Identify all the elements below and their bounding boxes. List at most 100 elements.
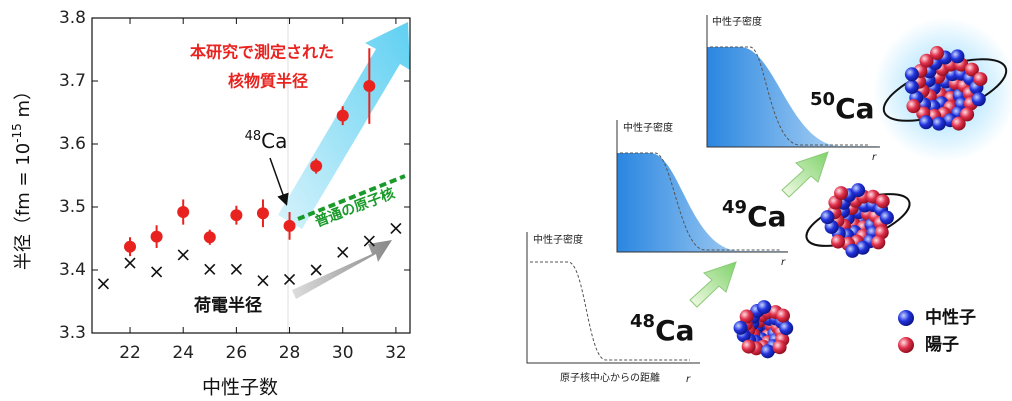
point (150, 230, 163, 243)
element: Ca (835, 92, 874, 125)
y-label-part: 半径（fm = 10 (13, 143, 34, 270)
x-tick-label: 24 (172, 343, 194, 363)
annotation: 核物質半径 (228, 72, 308, 91)
point (337, 246, 349, 258)
nucleon (919, 53, 934, 68)
nucleon (845, 243, 860, 258)
panel-symbol: r (872, 152, 877, 163)
point (363, 235, 375, 247)
density-area (617, 153, 788, 252)
nucleon (871, 235, 886, 250)
nucleon (820, 210, 835, 225)
nucleon (973, 72, 988, 87)
nucleon (739, 309, 754, 324)
annotation: 荷電半径 (194, 295, 262, 316)
point (124, 240, 137, 253)
nucleon (779, 321, 794, 336)
density-curve (530, 261, 690, 361)
panel-label: 中性子密度 (533, 233, 583, 246)
element: Ca (261, 129, 287, 153)
annotation: 48Ca (245, 129, 288, 153)
nucleon (834, 186, 849, 201)
nucleon (960, 107, 975, 122)
mass-number: 48 (630, 311, 655, 332)
mass-number: 49 (722, 197, 747, 218)
legend-label: 陽子 (925, 335, 959, 355)
point (230, 263, 242, 275)
nucleon (879, 210, 894, 225)
nucleon (904, 79, 919, 94)
point (283, 273, 296, 286)
nucleon (775, 308, 790, 323)
nucleon (831, 234, 846, 249)
point (310, 160, 323, 173)
y-axis-label: 半径（fm = 10-15 m） (10, 82, 35, 270)
point (97, 278, 109, 290)
nucleon (760, 344, 775, 359)
x-tick-label: 30 (332, 343, 354, 363)
point (230, 209, 243, 222)
y-label-exp: -15 (10, 123, 24, 143)
step-arrow (689, 261, 737, 308)
legend-label: 中性子 (925, 307, 976, 328)
y-tick-label: 3.6 (59, 134, 86, 154)
step-arrow (781, 151, 829, 198)
point (257, 275, 269, 287)
nucleon (964, 62, 979, 77)
point (177, 206, 190, 219)
y-tick-label: 3.8 (59, 8, 86, 28)
panel-axis (526, 232, 700, 364)
element: Ca (655, 314, 694, 347)
legend-proton (898, 337, 914, 353)
point (310, 264, 322, 276)
normal-trend (297, 174, 406, 221)
nucleon (733, 320, 748, 335)
nucleon (851, 183, 866, 198)
nucleon (931, 116, 946, 131)
trend-arrow (278, 22, 410, 229)
point (177, 249, 189, 261)
x-tick-label: 26 (226, 343, 248, 363)
mass-number: 50 (810, 89, 835, 110)
point (336, 109, 349, 122)
panel-label: 中性子密度 (712, 15, 762, 28)
nucleon (906, 99, 921, 114)
nucleon (930, 46, 945, 61)
annotation: 本研究で測定された (190, 43, 334, 62)
legend-neutron (898, 310, 914, 326)
point (124, 257, 136, 269)
x-tick-label: 32 (385, 343, 407, 363)
panel-symbol: r (781, 257, 786, 268)
isotope-label: 48Ca (630, 311, 695, 347)
point (363, 80, 376, 93)
panel-symbol: r (686, 374, 691, 385)
point (283, 219, 296, 232)
mass-number: 48 (245, 129, 262, 144)
point (203, 231, 216, 244)
pointer (269, 157, 289, 206)
panel-axis (616, 120, 788, 253)
x-tick-label: 22 (119, 343, 141, 363)
point (256, 207, 269, 220)
y-label-part: m） (13, 82, 34, 123)
density-area (707, 47, 878, 147)
y-tick-label: 3.3 (59, 323, 86, 343)
y-tick-label: 3.4 (59, 260, 86, 280)
nucleon (875, 194, 890, 209)
nucleon (971, 92, 986, 107)
nucleon (950, 49, 965, 64)
panel-label: 中性子密度 (623, 121, 673, 134)
element: Ca (747, 200, 786, 233)
point (151, 266, 163, 278)
nucleon (904, 67, 919, 82)
nucleon (757, 300, 772, 315)
nucleon (741, 339, 756, 354)
point (390, 222, 402, 234)
isotope-label: 49Ca (722, 197, 787, 233)
nucleon (919, 115, 934, 130)
y-tick-label: 3.5 (59, 197, 86, 217)
x-axis-label: 中性子数 (202, 377, 278, 399)
panel-label: 原子核中心からの距離 (560, 371, 660, 384)
density-curve (710, 46, 870, 146)
